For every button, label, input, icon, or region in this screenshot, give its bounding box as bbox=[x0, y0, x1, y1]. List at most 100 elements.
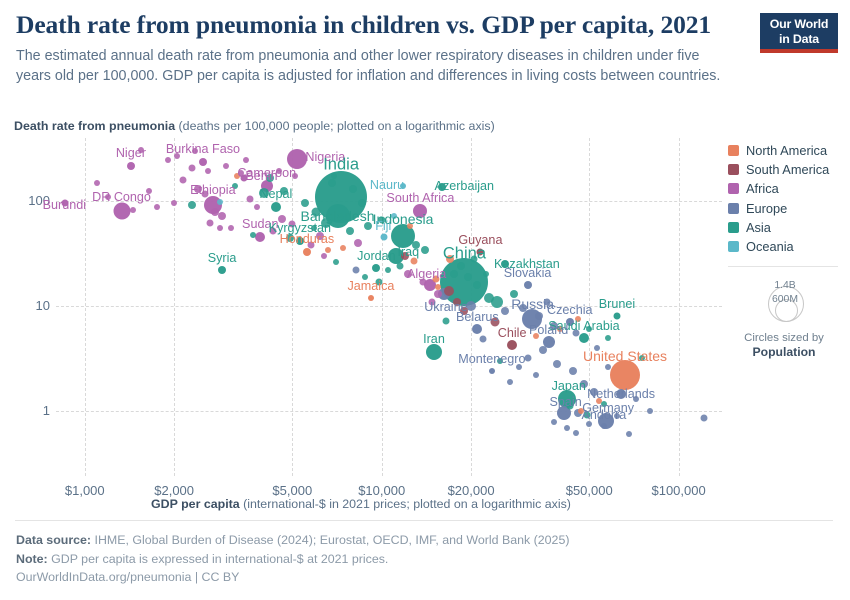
data-point-saudi-arabia[interactable] bbox=[578, 332, 589, 343]
data-point-label-jordan[interactable]: Jordan bbox=[357, 249, 396, 264]
data-point-label-japan[interactable]: Japan bbox=[551, 378, 586, 393]
data-point[interactable] bbox=[500, 306, 509, 315]
data-point-spain[interactable] bbox=[556, 406, 571, 421]
data-point[interactable] bbox=[325, 247, 332, 254]
data-point-syria[interactable] bbox=[218, 266, 227, 275]
data-point[interactable] bbox=[206, 219, 214, 227]
data-point-label-india[interactable]: India bbox=[323, 155, 359, 174]
data-point[interactable] bbox=[300, 199, 309, 208]
data-point-label-germany[interactable]: Germany bbox=[582, 400, 635, 415]
data-point[interactable] bbox=[321, 217, 332, 228]
data-point[interactable] bbox=[384, 267, 391, 274]
data-point[interactable] bbox=[442, 317, 450, 325]
data-point[interactable] bbox=[646, 407, 653, 414]
data-point-jamaica[interactable] bbox=[367, 294, 374, 301]
data-point-brunei[interactable] bbox=[613, 312, 621, 320]
legend-entry-africa[interactable]: Africa bbox=[728, 180, 846, 198]
data-point[interactable] bbox=[246, 195, 254, 203]
data-point[interactable] bbox=[138, 146, 145, 153]
data-point[interactable] bbox=[411, 241, 420, 250]
data-point[interactable] bbox=[171, 200, 178, 207]
data-point[interactable] bbox=[483, 271, 490, 278]
data-point[interactable] bbox=[191, 148, 198, 155]
data-point[interactable] bbox=[105, 193, 112, 200]
data-point[interactable] bbox=[613, 412, 620, 419]
data-point-label-russia[interactable]: Russia bbox=[511, 296, 555, 313]
data-point[interactable] bbox=[258, 187, 269, 198]
data-point[interactable] bbox=[600, 401, 607, 408]
data-point[interactable] bbox=[358, 199, 367, 208]
data-point[interactable] bbox=[201, 190, 209, 198]
data-point-honduras[interactable] bbox=[302, 247, 311, 256]
data-point-kyrgyzstan[interactable] bbox=[295, 236, 304, 245]
data-point[interactable] bbox=[543, 298, 551, 306]
data-point[interactable] bbox=[352, 266, 360, 274]
data-point[interactable] bbox=[524, 354, 532, 362]
data-point[interactable] bbox=[446, 255, 455, 264]
data-point[interactable] bbox=[553, 359, 562, 368]
data-point[interactable] bbox=[491, 295, 504, 308]
data-point[interactable] bbox=[188, 164, 196, 172]
data-point-label-bangladesh[interactable]: Bangladesh bbox=[300, 208, 375, 225]
data-point[interactable] bbox=[204, 167, 211, 174]
data-point-label-syria[interactable]: Syria bbox=[207, 251, 237, 266]
data-point[interactable] bbox=[250, 231, 257, 238]
data-point-netherlands[interactable] bbox=[616, 388, 627, 399]
data-point[interactable] bbox=[375, 278, 383, 286]
data-point-label-iran[interactable]: Iran bbox=[423, 332, 445, 347]
data-point[interactable] bbox=[457, 262, 466, 271]
data-point[interactable] bbox=[434, 290, 443, 298]
data-point[interactable] bbox=[253, 203, 260, 210]
data-point[interactable] bbox=[496, 357, 503, 364]
data-point[interactable] bbox=[605, 334, 612, 341]
data-point-label-algeria[interactable]: Algeria bbox=[406, 266, 447, 281]
data-point-chile[interactable] bbox=[507, 340, 518, 351]
data-point[interactable] bbox=[348, 185, 357, 194]
data-point-label-burundi[interactable]: Burundi bbox=[42, 198, 87, 213]
data-point-label-poland[interactable]: Poland bbox=[529, 323, 569, 338]
data-point[interactable] bbox=[310, 225, 317, 232]
data-point[interactable] bbox=[321, 252, 328, 259]
data-point-iran[interactable] bbox=[425, 344, 442, 361]
data-point[interactable] bbox=[428, 298, 436, 306]
data-point[interactable] bbox=[275, 167, 282, 174]
data-point[interactable] bbox=[578, 407, 585, 414]
data-point-guyana[interactable] bbox=[476, 248, 484, 256]
data-point[interactable] bbox=[378, 216, 386, 224]
data-point[interactable] bbox=[419, 278, 427, 286]
data-point[interactable] bbox=[605, 364, 612, 371]
data-point-label-benin[interactable]: Benin bbox=[245, 169, 278, 184]
data-point[interactable] bbox=[557, 326, 564, 333]
data-point[interactable] bbox=[479, 335, 487, 343]
data-point[interactable] bbox=[449, 270, 458, 279]
legend-entry-europe[interactable]: Europe bbox=[728, 199, 846, 217]
data-point[interactable] bbox=[362, 273, 369, 280]
data-point-andorra[interactable] bbox=[600, 422, 607, 429]
data-point[interactable] bbox=[625, 431, 632, 438]
data-point[interactable] bbox=[193, 185, 202, 194]
data-point[interactable] bbox=[463, 272, 472, 281]
data-point[interactable] bbox=[443, 285, 454, 296]
data-point[interactable] bbox=[572, 329, 580, 337]
data-point[interactable] bbox=[432, 275, 440, 283]
data-point[interactable] bbox=[216, 199, 223, 206]
data-point-label-kazakhstan[interactable]: Kazakhstan bbox=[494, 257, 560, 272]
data-point-label-kyrgyzstan[interactable]: Kyrgyzstan bbox=[268, 220, 331, 235]
data-point[interactable] bbox=[435, 284, 442, 291]
data-point-dr-congo[interactable] bbox=[113, 202, 131, 220]
data-point[interactable] bbox=[291, 172, 298, 179]
legend-entry-asia[interactable]: Asia bbox=[728, 218, 846, 236]
data-point-label-iraq[interactable]: Iraq bbox=[397, 244, 420, 259]
legend-entry-oceania[interactable]: Oceania bbox=[728, 237, 846, 255]
data-point-label-chile[interactable]: Chile bbox=[497, 326, 527, 341]
data-point[interactable] bbox=[94, 179, 101, 186]
data-point-label-spain[interactable]: Spain bbox=[549, 395, 582, 410]
data-point-burkina-faso[interactable] bbox=[198, 158, 207, 167]
data-point[interactable] bbox=[330, 172, 337, 179]
data-point[interactable] bbox=[515, 364, 522, 371]
data-point-czechia[interactable] bbox=[565, 318, 574, 327]
data-point[interactable] bbox=[277, 214, 286, 223]
data-point[interactable] bbox=[466, 300, 477, 311]
data-point[interactable] bbox=[490, 317, 500, 327]
data-point-belarus[interactable] bbox=[472, 324, 483, 335]
